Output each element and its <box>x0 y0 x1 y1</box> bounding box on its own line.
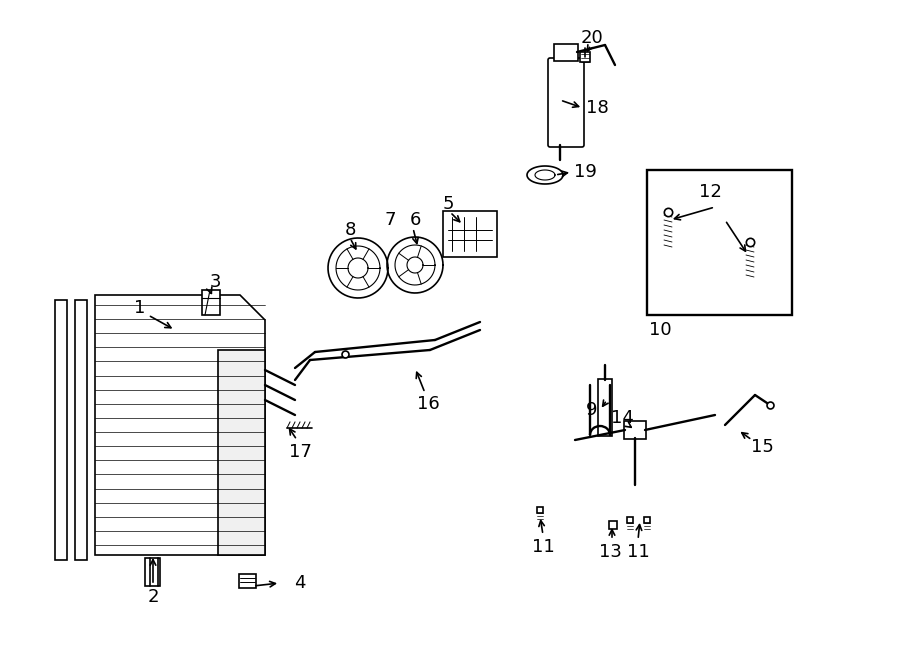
Text: 9: 9 <box>586 401 598 419</box>
FancyBboxPatch shape <box>75 300 87 560</box>
Text: 6: 6 <box>410 211 420 229</box>
Bar <box>647 170 792 315</box>
Polygon shape <box>95 295 265 555</box>
Text: 1: 1 <box>134 299 146 317</box>
FancyBboxPatch shape <box>239 574 256 588</box>
Text: 3: 3 <box>209 273 220 291</box>
Text: 20: 20 <box>580 29 603 47</box>
Text: 17: 17 <box>289 443 311 461</box>
Text: 15: 15 <box>751 438 773 456</box>
Text: 16: 16 <box>417 395 439 413</box>
Text: 11: 11 <box>532 538 554 556</box>
Text: 2: 2 <box>148 588 158 606</box>
Text: 12: 12 <box>698 183 722 201</box>
FancyBboxPatch shape <box>624 421 646 439</box>
Polygon shape <box>218 350 265 555</box>
Text: 7: 7 <box>384 211 396 229</box>
Text: 13: 13 <box>598 543 621 561</box>
Text: 11: 11 <box>626 543 650 561</box>
FancyBboxPatch shape <box>443 211 497 257</box>
FancyBboxPatch shape <box>548 58 584 147</box>
Text: 5: 5 <box>442 195 454 213</box>
Text: 14: 14 <box>610 409 634 427</box>
FancyBboxPatch shape <box>145 558 160 586</box>
Text: 19: 19 <box>573 163 597 181</box>
FancyBboxPatch shape <box>554 44 578 61</box>
FancyBboxPatch shape <box>202 290 220 315</box>
Text: 4: 4 <box>294 574 306 592</box>
Text: 18: 18 <box>586 99 608 117</box>
FancyBboxPatch shape <box>55 300 67 560</box>
Text: 8: 8 <box>345 221 356 239</box>
FancyBboxPatch shape <box>598 379 612 436</box>
Text: 10: 10 <box>649 321 671 339</box>
